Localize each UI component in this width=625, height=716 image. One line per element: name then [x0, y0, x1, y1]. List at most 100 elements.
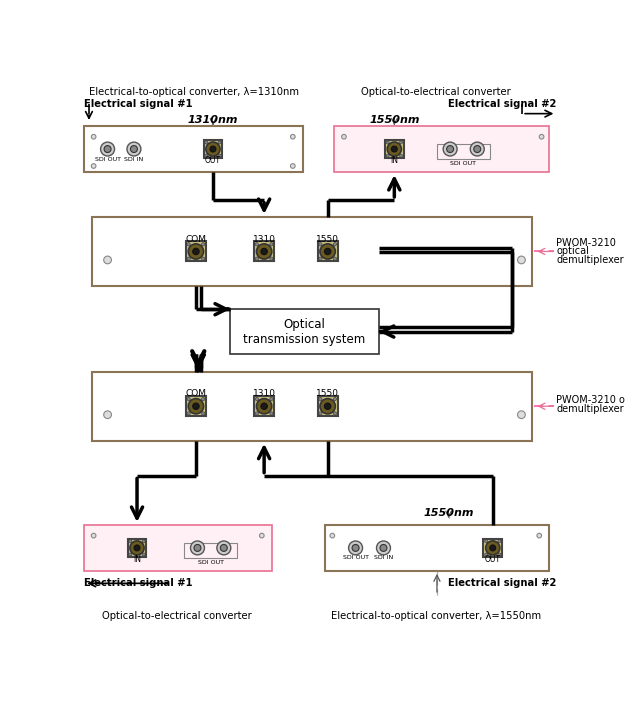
- Text: SDI IN: SDI IN: [124, 157, 144, 162]
- Text: SDI OUT: SDI OUT: [342, 556, 369, 561]
- Circle shape: [187, 412, 190, 415]
- Circle shape: [255, 412, 259, 415]
- Circle shape: [324, 248, 331, 255]
- Circle shape: [539, 135, 544, 139]
- Circle shape: [205, 141, 208, 144]
- Circle shape: [256, 244, 272, 259]
- Circle shape: [202, 397, 205, 401]
- Circle shape: [210, 146, 216, 152]
- Circle shape: [333, 243, 336, 246]
- Circle shape: [270, 412, 273, 415]
- Circle shape: [91, 164, 96, 168]
- Circle shape: [206, 142, 220, 156]
- Text: 1550nm: 1550nm: [369, 115, 419, 125]
- Text: Optical-to-electrical converter: Optical-to-electrical converter: [361, 87, 511, 97]
- Circle shape: [399, 154, 402, 158]
- Circle shape: [91, 135, 96, 139]
- Bar: [385, 140, 404, 158]
- Bar: [127, 538, 146, 557]
- Circle shape: [187, 243, 190, 246]
- Circle shape: [319, 397, 322, 401]
- Circle shape: [270, 243, 273, 246]
- Circle shape: [376, 541, 391, 555]
- Circle shape: [202, 257, 205, 261]
- Bar: [437, 144, 489, 159]
- Text: demultiplexer: demultiplexer: [556, 404, 624, 414]
- Bar: [84, 525, 272, 571]
- Circle shape: [191, 541, 204, 555]
- Circle shape: [474, 145, 481, 153]
- Text: SDI OUT: SDI OUT: [450, 161, 476, 166]
- Circle shape: [221, 544, 228, 551]
- Text: OUT: OUT: [485, 555, 501, 564]
- Bar: [254, 396, 274, 416]
- Circle shape: [470, 142, 484, 156]
- Bar: [204, 140, 222, 158]
- Text: OUT: OUT: [205, 156, 221, 165]
- Circle shape: [498, 553, 501, 556]
- Circle shape: [104, 145, 111, 153]
- Text: PWOM-3210 optical: PWOM-3210 optical: [556, 395, 625, 405]
- Circle shape: [333, 412, 336, 415]
- Text: 1310nm: 1310nm: [188, 115, 238, 125]
- Circle shape: [486, 541, 500, 555]
- Text: PWOM-3210: PWOM-3210: [556, 238, 616, 248]
- Circle shape: [386, 141, 389, 144]
- Circle shape: [261, 403, 268, 410]
- Text: 1310: 1310: [253, 390, 276, 398]
- Circle shape: [484, 553, 488, 556]
- Circle shape: [202, 412, 205, 415]
- Circle shape: [218, 154, 221, 158]
- Bar: [184, 543, 237, 558]
- Text: IN: IN: [133, 555, 141, 564]
- Circle shape: [270, 257, 273, 261]
- Circle shape: [129, 553, 132, 556]
- Circle shape: [518, 256, 525, 263]
- Circle shape: [142, 540, 145, 543]
- Circle shape: [187, 397, 190, 401]
- Circle shape: [188, 244, 204, 259]
- Circle shape: [91, 533, 96, 538]
- Circle shape: [319, 412, 322, 415]
- Circle shape: [188, 399, 204, 414]
- Circle shape: [255, 397, 259, 401]
- Text: 1550nm: 1550nm: [423, 508, 474, 518]
- Text: IN: IN: [391, 156, 398, 165]
- Text: Electrical signal #2: Electrical signal #2: [448, 579, 556, 589]
- Circle shape: [194, 544, 201, 551]
- Text: Electrical-to-optical converter, λ=1310nm: Electrical-to-optical converter, λ=1310n…: [89, 87, 299, 97]
- Circle shape: [319, 257, 322, 261]
- Bar: [318, 241, 338, 261]
- Circle shape: [134, 545, 140, 551]
- Circle shape: [101, 142, 114, 156]
- Circle shape: [255, 243, 259, 246]
- Circle shape: [187, 257, 190, 261]
- Circle shape: [399, 141, 402, 144]
- Circle shape: [218, 141, 221, 144]
- Circle shape: [131, 145, 138, 153]
- Circle shape: [319, 243, 322, 246]
- Text: Electrical signal #1: Electrical signal #1: [84, 100, 193, 110]
- Text: COM: COM: [186, 390, 206, 398]
- Bar: [254, 241, 274, 261]
- Circle shape: [537, 533, 542, 538]
- Circle shape: [192, 403, 199, 410]
- Circle shape: [104, 256, 111, 263]
- Circle shape: [333, 257, 336, 261]
- Bar: [186, 241, 206, 261]
- Text: 1550: 1550: [316, 390, 339, 398]
- Circle shape: [291, 164, 295, 168]
- Circle shape: [255, 257, 259, 261]
- Bar: [318, 396, 338, 416]
- Circle shape: [352, 544, 359, 551]
- Circle shape: [443, 142, 457, 156]
- Circle shape: [342, 135, 346, 139]
- Text: Optical-to-electrical converter: Optical-to-electrical converter: [102, 611, 252, 621]
- Circle shape: [380, 544, 387, 551]
- Circle shape: [388, 142, 401, 156]
- Circle shape: [202, 243, 205, 246]
- Circle shape: [349, 541, 362, 555]
- Bar: [84, 126, 303, 172]
- Circle shape: [391, 146, 398, 152]
- Circle shape: [142, 553, 145, 556]
